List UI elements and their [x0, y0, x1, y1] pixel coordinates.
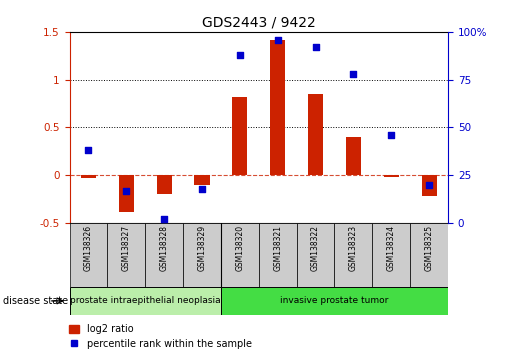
Bar	[308, 94, 323, 175]
Bar	[157, 175, 171, 194]
Text: GSM138323: GSM138323	[349, 225, 358, 271]
Bar	[70, 287, 221, 315]
Bar	[107, 223, 145, 287]
Bar	[221, 287, 448, 315]
Bar	[297, 223, 335, 287]
Point	[236, 52, 244, 58]
Bar	[145, 223, 183, 287]
Point	[312, 44, 320, 50]
Title: GDS2443 / 9422: GDS2443 / 9422	[202, 15, 316, 29]
Text: prostate intraepithelial neoplasia: prostate intraepithelial neoplasia	[70, 296, 220, 306]
Bar	[195, 175, 210, 185]
Text: disease state: disease state	[3, 296, 67, 306]
Point	[273, 37, 282, 42]
Bar	[410, 223, 448, 287]
Bar	[183, 223, 221, 287]
Point	[387, 132, 396, 138]
Bar	[422, 175, 437, 196]
Point	[198, 186, 206, 192]
Text: GSM138321: GSM138321	[273, 225, 282, 271]
Point	[160, 216, 168, 222]
Text: invasive prostate tumor: invasive prostate tumor	[280, 296, 389, 306]
Bar	[384, 175, 399, 177]
Text: GSM138326: GSM138326	[84, 225, 93, 271]
Bar	[232, 97, 247, 175]
Legend: log2 ratio, percentile rank within the sample: log2 ratio, percentile rank within the s…	[69, 324, 252, 349]
Point	[84, 148, 93, 153]
Bar	[221, 223, 259, 287]
Bar	[70, 223, 107, 287]
Text: GSM138329: GSM138329	[198, 225, 207, 271]
Bar	[346, 137, 361, 175]
Bar	[270, 40, 285, 175]
Bar	[259, 223, 297, 287]
Bar	[81, 175, 96, 178]
Bar	[119, 175, 134, 212]
Point	[122, 188, 130, 193]
Text: GSM138324: GSM138324	[387, 225, 396, 271]
Point	[425, 182, 433, 188]
Text: GSM138325: GSM138325	[425, 225, 434, 271]
Text: GSM138320: GSM138320	[235, 225, 244, 271]
Point	[349, 71, 357, 77]
Bar	[372, 223, 410, 287]
Text: GSM138328: GSM138328	[160, 225, 168, 271]
Text: GSM138322: GSM138322	[311, 225, 320, 271]
Text: GSM138327: GSM138327	[122, 225, 131, 271]
Bar	[335, 223, 372, 287]
